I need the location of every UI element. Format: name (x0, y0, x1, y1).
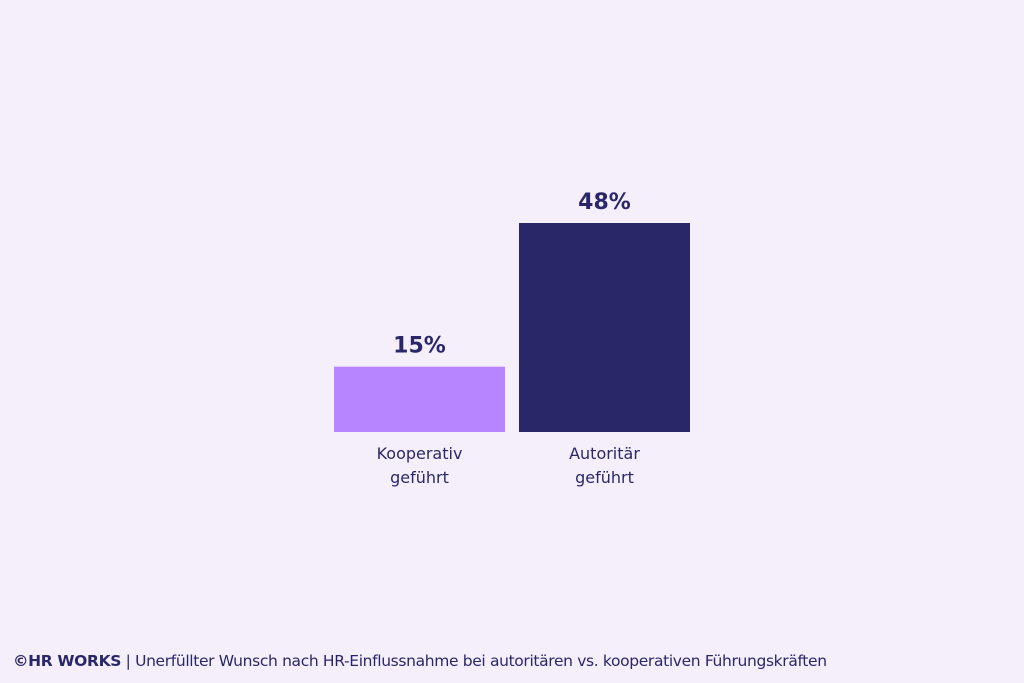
category-label-autoritär: Autoritär geführt (569, 444, 640, 487)
brand-label: ©HR WORKS (13, 652, 122, 670)
footer-caption: ©HR WORKS | Unerfüllter Wunsch nach HR-E… (13, 652, 1018, 678)
caption-text: Unerfüllter Wunsch nach HR-Einflussnahme… (135, 652, 827, 670)
bar-kooperativ (334, 366, 505, 432)
bar-autoritär (519, 223, 690, 432)
category-label-kooperativ: Kooperativ geführt (377, 444, 463, 487)
value-label-kooperativ: 15% (393, 334, 446, 359)
footer-separator: | (121, 652, 136, 670)
value-label-autoritär: 48% (578, 190, 631, 215)
